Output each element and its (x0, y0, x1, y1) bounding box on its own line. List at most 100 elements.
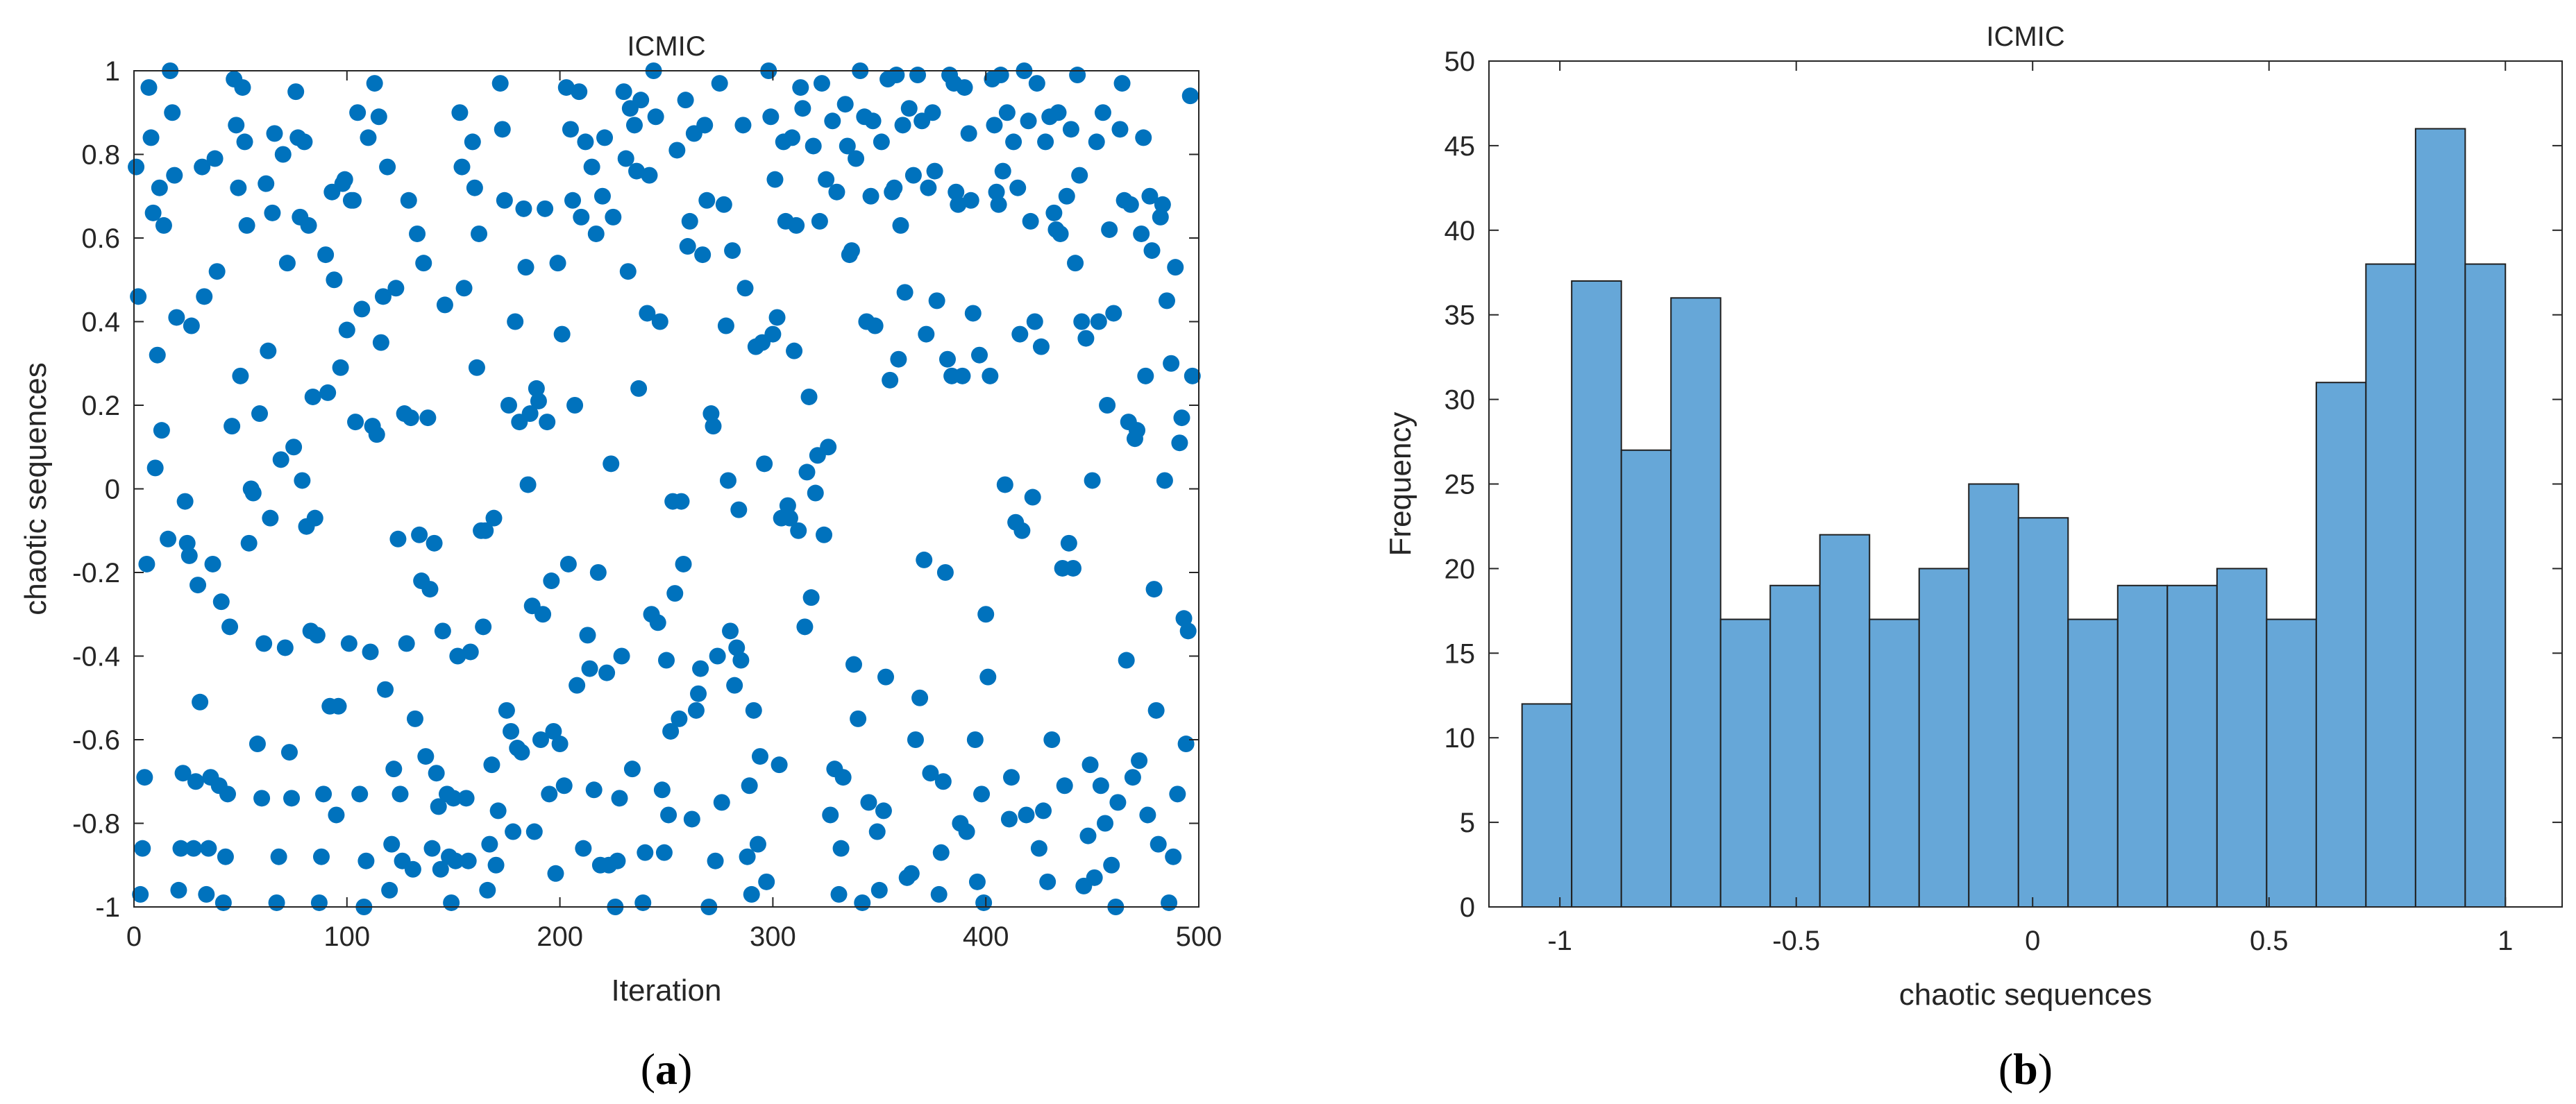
scatter-y-tick-label: 0 (105, 475, 120, 505)
scatter-x-tick-label: 300 (750, 922, 796, 952)
scatter-point (1135, 129, 1152, 146)
scatter-y-tick-label: -0.4 (72, 642, 120, 672)
scatter-point (673, 493, 690, 510)
histogram-y-tick-label: 20 (1445, 554, 1476, 584)
scatter-point (332, 359, 349, 376)
scatter-point (449, 647, 466, 665)
scatter-point (132, 885, 149, 903)
scatter-point (839, 137, 856, 155)
scatter-point (734, 117, 752, 134)
scatter-point (619, 263, 637, 280)
scatter-point (932, 844, 950, 861)
scatter-point (1018, 806, 1035, 824)
scatter-point (383, 835, 401, 853)
scatter-point (1050, 104, 1067, 121)
scatter-point (374, 288, 392, 305)
scatter-point (966, 731, 984, 748)
scatter-point (1156, 472, 1173, 489)
scatter-point (1067, 255, 1084, 272)
scatter-point (575, 840, 592, 857)
scatter-point (864, 112, 882, 130)
scatter-point (498, 702, 515, 719)
scatter-point (741, 777, 758, 795)
scatter-point (224, 418, 241, 435)
scatter-point (1024, 489, 1041, 506)
scatter-point (848, 150, 865, 167)
scatter-point (151, 179, 168, 196)
histogram-y-tick-label: 30 (1445, 385, 1476, 416)
scatter-point (870, 881, 888, 899)
scatter-point (726, 677, 743, 694)
scatter-point (934, 773, 952, 790)
scatter-point (251, 405, 269, 423)
scatter-point (515, 200, 532, 217)
scatter-point (732, 652, 750, 669)
scatter-point (1145, 581, 1163, 598)
scatter-point (436, 296, 453, 314)
scatter-point (569, 677, 586, 694)
scatter-point (845, 656, 862, 673)
histogram-bar (2166, 584, 2218, 908)
caption-a-close: ) (677, 1044, 692, 1094)
scatter-y-tick-label: 0.8 (81, 140, 120, 171)
scatter-point (743, 885, 760, 903)
scatter-y-tick-label: 0.4 (81, 307, 120, 338)
scatter-point (1000, 810, 1018, 828)
histogram-bar (2266, 618, 2317, 908)
scatter-point (421, 581, 439, 598)
scatter-point (142, 129, 160, 146)
scatter-point (1143, 242, 1161, 260)
scatter-point (1060, 534, 1077, 552)
scatter-y-tick-label: 0.2 (81, 391, 120, 421)
scatter-point (794, 100, 811, 117)
scatter-point (398, 635, 415, 652)
scatter-point (172, 840, 190, 857)
scatter-point (530, 392, 547, 409)
histogram-x-tick-label: -0.5 (1772, 926, 1820, 956)
scatter-point (187, 773, 204, 790)
scatter-point (666, 585, 684, 602)
scatter-point (379, 158, 396, 176)
scatter-point (1133, 225, 1150, 242)
scatter-point (180, 547, 198, 564)
scatter-point (800, 388, 818, 405)
scatter-point (392, 785, 409, 803)
scatter-point (381, 881, 398, 899)
scatter-point (647, 108, 664, 126)
scatter-point (134, 840, 151, 857)
scatter-point (353, 300, 371, 318)
scatter-point (236, 133, 253, 151)
scatter-point (811, 212, 828, 230)
scatter-point (623, 761, 641, 778)
scatter-point (751, 748, 768, 765)
scatter-point (834, 769, 852, 786)
scatter-point (907, 731, 924, 748)
scatter-point (534, 606, 552, 623)
scatter-point (888, 67, 905, 84)
scatter-point (562, 121, 579, 138)
scatter-point (1058, 187, 1075, 205)
scatter-point (1092, 777, 1109, 795)
scatter-point (579, 627, 596, 644)
scatter-point (351, 785, 369, 803)
scatter-point (900, 100, 918, 117)
scatter-point (294, 472, 311, 489)
scatter-point (217, 848, 234, 865)
scatter-point (749, 835, 766, 853)
scatter-point (1150, 835, 1167, 853)
scatter-point (926, 162, 943, 180)
scatter-point (1022, 212, 1039, 230)
scatter-point (790, 522, 807, 539)
scatter-point (462, 643, 479, 661)
scatter-point (1141, 187, 1159, 205)
scatter-point (694, 246, 712, 264)
scatter-point (683, 810, 700, 828)
scatter-point (432, 860, 449, 878)
scatter-point (781, 509, 798, 527)
scatter-point (698, 192, 716, 209)
scatter-point (1052, 225, 1069, 242)
scatter-point (1026, 313, 1043, 330)
scatter-point (500, 397, 517, 414)
scatter-point (385, 761, 403, 778)
scatter-point (581, 660, 598, 677)
